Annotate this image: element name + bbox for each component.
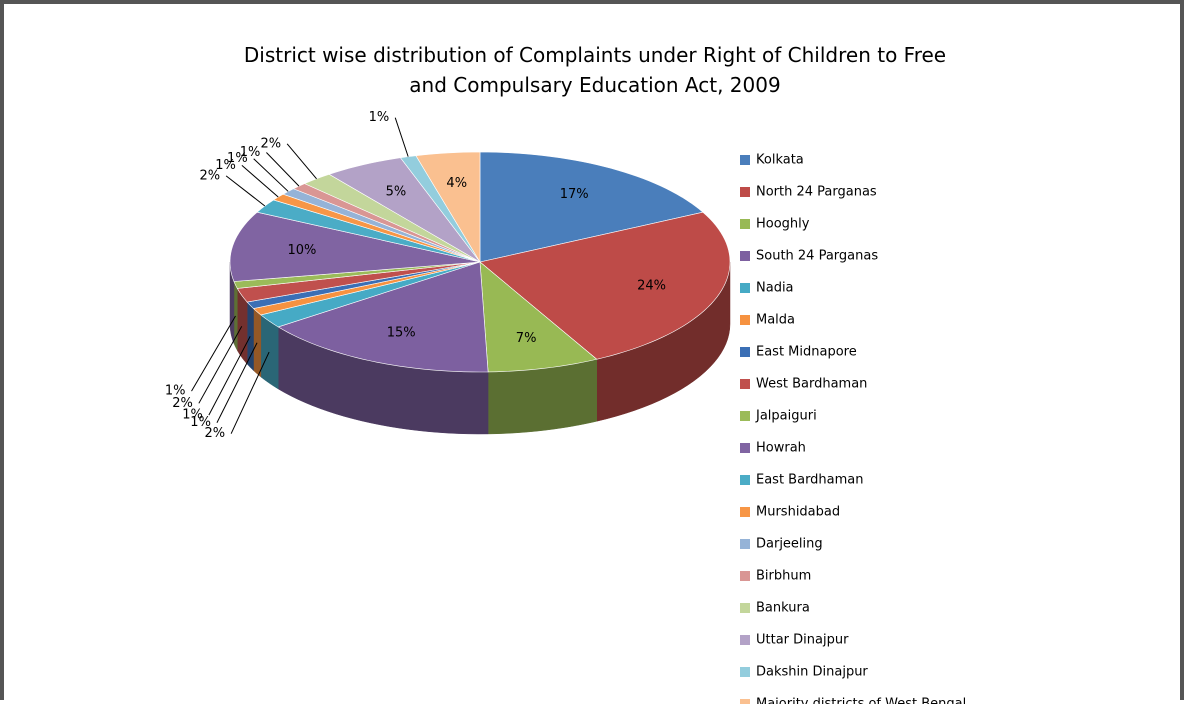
legend-label: Bankura (756, 601, 810, 616)
legend-swatch (740, 571, 750, 581)
pie-slice (277, 261, 489, 373)
pie-slice (415, 151, 481, 264)
data-label: 5% (386, 184, 407, 199)
legend-label: North 24 Parganas (756, 185, 877, 200)
legend-swatch (740, 283, 750, 293)
legend-swatch (740, 379, 750, 389)
data-label: 1% (190, 415, 211, 430)
legend-swatch (740, 507, 750, 517)
legend-label: Darjeeling (756, 537, 823, 552)
data-label: 4% (446, 176, 467, 191)
data-label: 1% (182, 408, 203, 423)
legend-label: East Midnapore (756, 345, 857, 360)
data-label: 1% (215, 158, 236, 173)
legend-swatch (740, 475, 750, 485)
legend-swatch (740, 219, 750, 229)
chart-title: District wise distribution of Complaints… (243, 43, 947, 97)
legend-label: Malda (756, 313, 795, 328)
legend-label: South 24 Parganas (756, 249, 878, 264)
legend-swatch (740, 347, 750, 357)
pie-slice (229, 211, 481, 282)
pie-slice (328, 157, 481, 263)
legend-label: Dakshin Dinajpur (756, 665, 868, 680)
legend-swatch (740, 187, 750, 197)
data-label: 10% (287, 243, 316, 258)
legend-label: Kolkata (756, 153, 804, 168)
leader-line (266, 152, 300, 187)
data-label: 2% (205, 426, 226, 441)
legend-label: Hooghly (756, 217, 810, 232)
pie-slice (479, 151, 704, 263)
leader-line (286, 143, 317, 180)
legend-label: Jalpaiguri (755, 409, 817, 424)
legend-label: East Bardhaman (756, 473, 864, 488)
legend-label: Majority districts of West Bengal (756, 697, 966, 704)
data-label: 24% (637, 278, 666, 293)
legend-label: Howrah (756, 441, 806, 456)
data-label: 17% (560, 187, 589, 202)
legend-swatch (740, 667, 750, 677)
leader-line (225, 175, 266, 207)
legend-swatch (740, 635, 750, 645)
legend-swatch (740, 539, 750, 549)
data-label: 1% (227, 151, 248, 166)
data-label: 15% (387, 326, 416, 341)
leader-line (253, 158, 289, 192)
legend-label: West Bardhaman (756, 377, 867, 392)
legend-swatch (740, 699, 750, 704)
data-label: 2% (200, 168, 221, 183)
data-label: 7% (516, 331, 537, 346)
data-label: 1% (240, 145, 261, 160)
leader-line (198, 326, 243, 404)
legend-label: Birbhum (756, 569, 811, 584)
legend-label: Murshidabad (756, 505, 840, 520)
pie-slice (479, 211, 731, 360)
legend-label: Nadia (756, 281, 794, 296)
data-label: 2% (172, 396, 193, 411)
leader-line (191, 315, 236, 392)
legend-swatch (740, 155, 750, 165)
leader-line (216, 342, 258, 423)
legend-swatch (740, 443, 750, 453)
legend-swatch (740, 603, 750, 613)
legend-label: Uttar Dinajpur (756, 633, 849, 648)
leader-line (241, 164, 279, 198)
pie-slice (479, 261, 598, 373)
legend-swatch (740, 251, 750, 261)
data-label: 2% (261, 136, 282, 151)
legend-swatch (740, 411, 750, 421)
data-label: 1% (369, 110, 390, 125)
pie-side (260, 314, 279, 390)
data-label: 1% (165, 384, 186, 399)
leader-line (208, 336, 251, 416)
leader-line (394, 117, 409, 157)
legend-swatch (740, 315, 750, 325)
pie-side (253, 308, 262, 378)
leader-line (230, 351, 270, 434)
